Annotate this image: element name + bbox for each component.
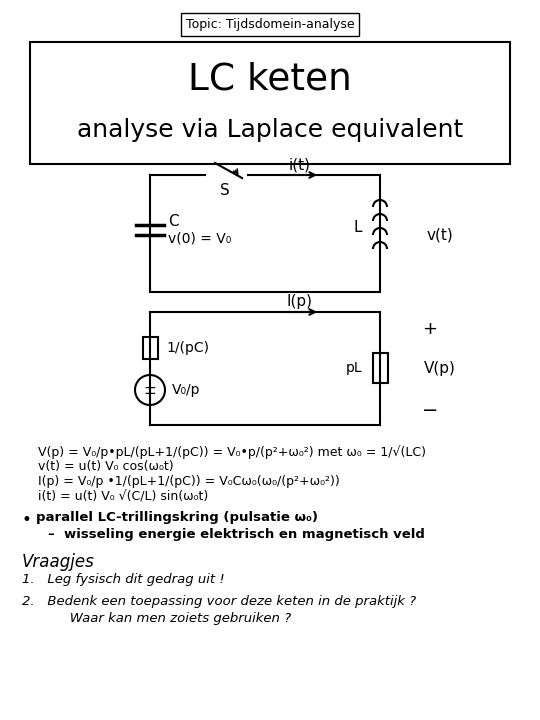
Text: S: S <box>220 183 230 198</box>
Text: pL: pL <box>346 361 362 375</box>
Text: +: + <box>422 320 437 338</box>
Text: C: C <box>168 215 179 230</box>
Text: Waar kan men zoiets gebruiken ?: Waar kan men zoiets gebruiken ? <box>40 612 291 625</box>
Text: v(0) = V₀: v(0) = V₀ <box>168 231 231 245</box>
Text: 1/(pC): 1/(pC) <box>166 341 209 355</box>
Bar <box>143 337 158 359</box>
Text: –  wisseling energie elektrisch en magnetisch veld: – wisseling energie elektrisch en magnet… <box>48 528 425 541</box>
Text: Vraagjes: Vraagjes <box>22 553 94 571</box>
Text: analyse via Laplace equivalent: analyse via Laplace equivalent <box>77 118 463 142</box>
Text: −: − <box>422 401 438 420</box>
Text: LC keten: LC keten <box>188 62 352 98</box>
Text: v(t) = u(t) V₀ cos(ω₀t): v(t) = u(t) V₀ cos(ω₀t) <box>38 460 174 473</box>
Text: i(t): i(t) <box>289 157 311 172</box>
Text: parallel LC-trillingskring (pulsatie ω₀): parallel LC-trillingskring (pulsatie ω₀) <box>36 511 318 524</box>
Text: ±: ± <box>144 382 157 397</box>
Text: V₀/p: V₀/p <box>172 383 200 397</box>
Text: 2.   Bedenk een toepassing voor deze keten in de praktijk ?: 2. Bedenk een toepassing voor deze keten… <box>22 595 416 608</box>
Text: I(p) = V₀/p •1/(pL+1/(pC)) = V₀Cω₀(ω₀/(p²+ω₀²)): I(p) = V₀/p •1/(pL+1/(pC)) = V₀Cω₀(ω₀/(p… <box>38 475 340 488</box>
Bar <box>30 42 510 164</box>
Text: •: • <box>22 511 32 529</box>
Text: V(p) = V₀/p•pL/(pL+1/(pC)) = V₀•p/(p²+ω₀²) met ω₀ = 1/√(LC): V(p) = V₀/p•pL/(pL+1/(pC)) = V₀•p/(p²+ω₀… <box>38 445 426 459</box>
Text: i(t) = u(t) V₀ √(C/L) sin(ω₀t): i(t) = u(t) V₀ √(C/L) sin(ω₀t) <box>38 490 208 503</box>
Text: 1.   Leg fysisch dit gedrag uit !: 1. Leg fysisch dit gedrag uit ! <box>22 573 225 586</box>
Text: Topic: Tijdsdomein-analyse: Topic: Tijdsdomein-analyse <box>186 18 354 31</box>
Text: V(p): V(p) <box>424 361 456 376</box>
Text: I(p): I(p) <box>287 294 313 309</box>
Text: v(t): v(t) <box>427 228 454 243</box>
Bar <box>373 353 388 383</box>
Text: L: L <box>354 220 362 235</box>
